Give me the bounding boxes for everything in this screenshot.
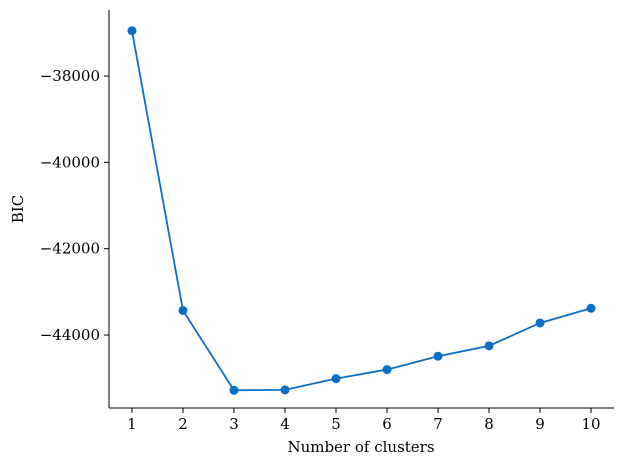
y-axis-label: BIC [9, 195, 27, 223]
data-point [127, 26, 137, 36]
x-tick-label: 8 [484, 415, 494, 433]
series-line [131, 30, 592, 392]
x-tick-label: 7 [433, 415, 443, 433]
x-tick-label: 6 [382, 415, 392, 433]
x-tick-label: 1 [127, 415, 137, 433]
x-tick-label: 4 [280, 415, 290, 433]
data-point [433, 351, 443, 361]
data-point [331, 374, 341, 384]
y-tick-label: −42000 [40, 240, 100, 258]
y-tick-label: −38000 [40, 67, 100, 85]
y-tick-label: −40000 [40, 153, 100, 171]
data-point [382, 365, 392, 375]
y-tick-label: −44000 [40, 326, 100, 344]
ticks-layer: 1 2 3 4 5 6 7 8 9 10 −38000 −40000 −42000 −44000 [40, 67, 601, 433]
data-point [535, 318, 545, 328]
x-tick-label: 2 [178, 415, 188, 433]
series-layer [127, 26, 596, 395]
x-tick-label: 3 [229, 415, 239, 433]
data-point [586, 303, 596, 313]
data-point [229, 385, 239, 395]
x-axis-label: Number of clusters [287, 438, 434, 456]
data-point [178, 305, 188, 315]
x-tick-label: 10 [581, 415, 600, 433]
data-point [484, 341, 494, 351]
data-point [280, 385, 290, 395]
x-tick-label: 5 [331, 415, 341, 433]
x-tick-label: 9 [535, 415, 545, 433]
